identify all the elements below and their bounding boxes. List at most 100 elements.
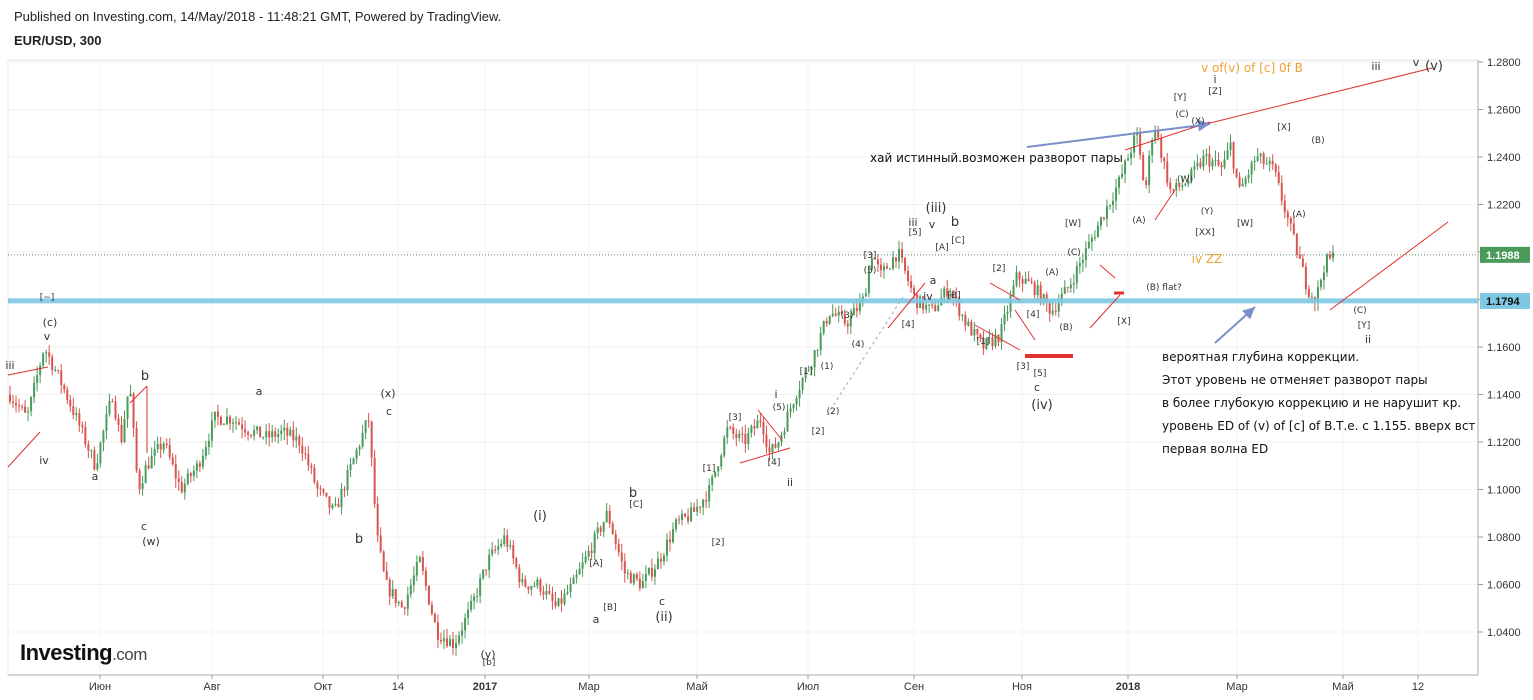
candle-body bbox=[1310, 296, 1313, 298]
wave-label: (3) bbox=[841, 311, 854, 321]
candle-body bbox=[711, 476, 714, 485]
candle bbox=[765, 425, 768, 454]
candle bbox=[286, 423, 289, 445]
candle-body bbox=[30, 397, 33, 412]
candle bbox=[1066, 286, 1069, 293]
candle-body bbox=[834, 313, 837, 316]
candle-body bbox=[274, 431, 277, 437]
candle bbox=[681, 509, 684, 526]
candle-body bbox=[222, 423, 225, 425]
candle bbox=[840, 305, 843, 316]
wave-label: [B] bbox=[947, 291, 960, 301]
candle-body bbox=[1169, 182, 1172, 189]
candle-body bbox=[602, 522, 605, 532]
candle bbox=[216, 404, 219, 426]
wave-label: [5] bbox=[909, 228, 922, 238]
wave-label: [3] bbox=[1017, 362, 1030, 372]
candle bbox=[289, 426, 292, 437]
candle bbox=[1253, 156, 1256, 171]
candle-body bbox=[292, 429, 295, 441]
candle-body bbox=[1087, 241, 1090, 249]
candle bbox=[42, 352, 45, 369]
candle-body bbox=[367, 420, 370, 422]
candle bbox=[415, 555, 418, 582]
candle bbox=[699, 506, 702, 514]
wave-label: c bbox=[1034, 381, 1040, 394]
wave-label: [4] bbox=[1027, 310, 1040, 320]
candle-body bbox=[647, 567, 650, 574]
candle bbox=[629, 570, 632, 584]
candle bbox=[647, 567, 650, 576]
candle-body bbox=[599, 527, 602, 532]
candle bbox=[1157, 125, 1160, 141]
candle bbox=[1108, 204, 1111, 210]
candle bbox=[1048, 300, 1051, 322]
candle-body bbox=[1012, 285, 1015, 296]
candle bbox=[81, 421, 84, 434]
candle bbox=[786, 403, 789, 432]
y-tick-label: 1.1200 bbox=[1487, 437, 1521, 449]
candle bbox=[235, 415, 238, 431]
candle bbox=[696, 498, 699, 516]
candle-body bbox=[102, 430, 105, 443]
candle-body bbox=[295, 436, 298, 441]
candle-body bbox=[78, 413, 81, 426]
candle-body bbox=[337, 503, 340, 508]
candle-body bbox=[530, 586, 533, 590]
trendline bbox=[7, 366, 49, 376]
candle bbox=[337, 497, 340, 508]
candle-body bbox=[433, 613, 436, 623]
candle-body bbox=[325, 492, 328, 497]
candle bbox=[554, 591, 557, 609]
wave-label: (A) bbox=[1045, 268, 1058, 278]
candle-body bbox=[659, 558, 662, 562]
candle-body bbox=[219, 416, 222, 425]
candle-body bbox=[795, 398, 798, 405]
candle-body bbox=[1148, 155, 1151, 185]
candle-body bbox=[807, 369, 810, 371]
candle-body bbox=[542, 591, 545, 595]
candle bbox=[867, 264, 870, 298]
candle bbox=[1154, 125, 1157, 144]
candle bbox=[1112, 192, 1115, 214]
candle-body bbox=[988, 337, 991, 339]
candle bbox=[1118, 175, 1121, 195]
candle-body bbox=[753, 426, 756, 429]
candle bbox=[105, 405, 108, 440]
candle bbox=[985, 337, 988, 350]
candle-body bbox=[1145, 180, 1148, 185]
candle bbox=[250, 434, 253, 439]
candle-body bbox=[506, 535, 509, 547]
correction-note: уровень ED of (v) of [c] of B.Т.е. с 1.1… bbox=[1162, 419, 1475, 433]
candle bbox=[1307, 285, 1310, 301]
candle-body bbox=[1112, 200, 1115, 206]
candle-body bbox=[250, 434, 253, 436]
candle bbox=[539, 577, 542, 596]
x-tick-label: 2017 bbox=[473, 681, 497, 693]
candle-body bbox=[665, 539, 668, 556]
candle bbox=[843, 309, 846, 327]
wave-label: [3] bbox=[864, 251, 877, 261]
candle-body bbox=[216, 411, 219, 417]
candle bbox=[1033, 280, 1036, 300]
candle-body bbox=[512, 545, 515, 559]
candle bbox=[882, 262, 885, 279]
candle-body bbox=[656, 558, 659, 570]
candle-body bbox=[846, 323, 849, 327]
candle bbox=[1319, 278, 1322, 291]
candle bbox=[262, 436, 265, 440]
candle-body bbox=[1214, 159, 1217, 161]
candle bbox=[295, 427, 298, 448]
candle bbox=[159, 436, 162, 459]
candle-body bbox=[129, 393, 132, 397]
candle-body bbox=[864, 293, 867, 297]
candle-body bbox=[33, 382, 36, 398]
candle-body bbox=[1262, 153, 1265, 164]
wave-label: c bbox=[141, 520, 147, 533]
candle bbox=[177, 470, 180, 491]
candle-body bbox=[1184, 184, 1187, 186]
wave-label: v bbox=[1413, 56, 1420, 69]
candle bbox=[162, 441, 165, 454]
candle-body bbox=[271, 431, 274, 438]
